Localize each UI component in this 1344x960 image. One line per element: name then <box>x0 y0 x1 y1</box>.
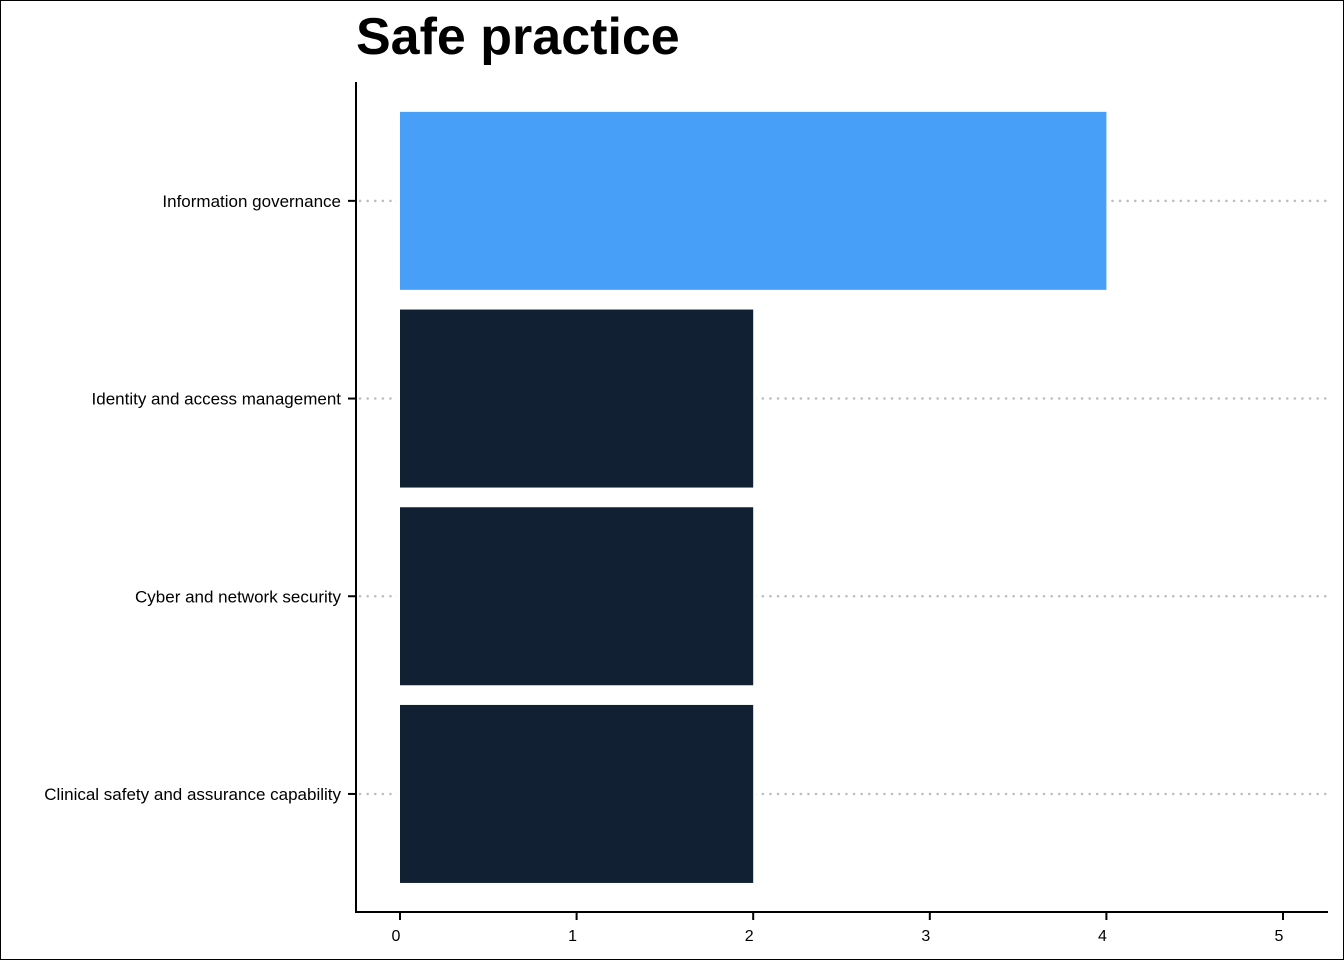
x-tick-label: 3 <box>921 928 930 945</box>
x-tick-label: 5 <box>1275 928 1284 945</box>
bar <box>397 504 757 689</box>
y-axis-ticks: Information governance Identity and acces… <box>44 192 356 804</box>
category-label: Clinical safety and assurance capability <box>44 785 341 804</box>
bars <box>397 108 1110 886</box>
x-tick-label: 1 <box>568 928 577 945</box>
grid-lines <box>358 199 1330 796</box>
x-tick-label: 4 <box>1098 928 1107 945</box>
x-axis-ticks: 0 1 2 3 4 5 <box>392 912 1284 945</box>
category-label: Identity and access management <box>92 390 342 409</box>
category-label: Information governance <box>162 192 341 211</box>
bar <box>397 306 757 491</box>
x-tick-label: 0 <box>392 928 401 945</box>
chart-title: Safe practice <box>356 8 680 66</box>
bar <box>397 108 1110 293</box>
bar <box>397 701 757 886</box>
x-tick-label: 2 <box>745 928 754 945</box>
category-label: Cyber and network security <box>135 587 341 606</box>
